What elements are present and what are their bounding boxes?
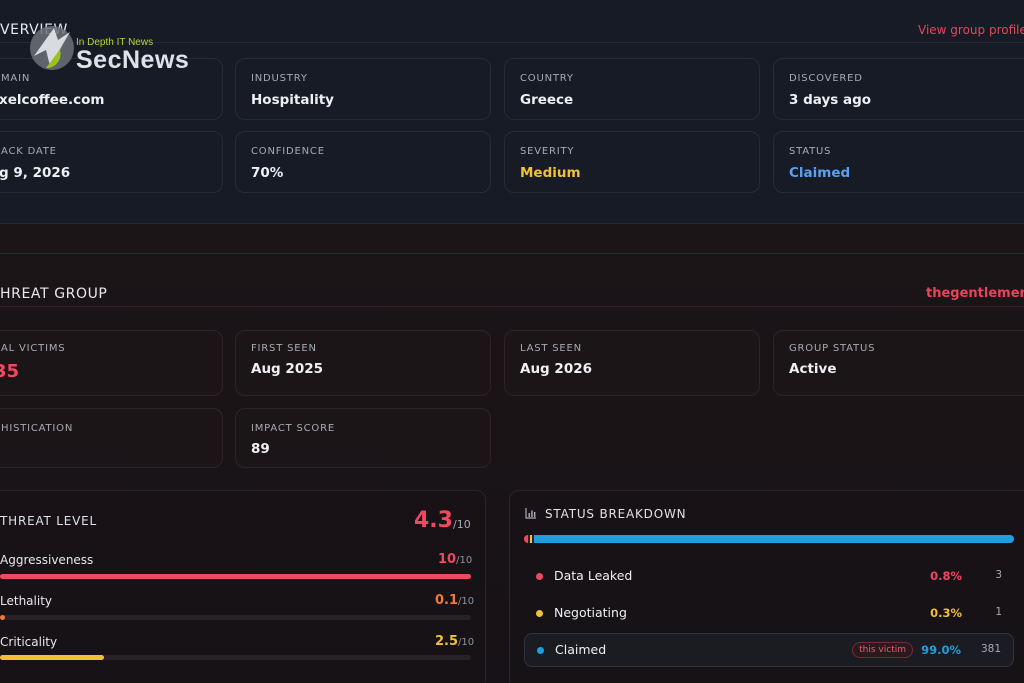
group-name-label: thegentlemen	[926, 286, 1024, 301]
metric-max: /10	[458, 596, 475, 607]
metric-value-aggressiveness: 10/10	[438, 552, 472, 567]
metric-track-lethality	[0, 615, 471, 620]
status-label: Data Leaked	[554, 568, 633, 583]
card-label: FIRST SEEN	[251, 343, 317, 354]
card-label: SEVERITY	[520, 146, 575, 157]
card-value: xelcoffee.com	[0, 92, 105, 108]
card-label: HISTICATION	[1, 423, 74, 434]
metric-label-lethality: Lethality	[0, 594, 52, 608]
overview-card-country: COUNTRY Greece	[504, 58, 760, 120]
threat-level-score: 4.3	[414, 508, 453, 533]
view-group-profile-link[interactable]: View group profile↗	[918, 23, 1024, 37]
logo-name: SecNews	[76, 46, 190, 74]
card-label: CONFIDENCE	[251, 146, 325, 157]
view-group-profile-label: View group profile	[918, 23, 1024, 37]
overview-card-confidence: CONFIDENCE 70%	[235, 131, 491, 193]
status-breakdown-title: STATUS BREAKDOWN	[545, 507, 687, 521]
status-count: 1	[995, 606, 1002, 618]
card-value: Greece	[520, 92, 574, 108]
overview-card-severity: SEVERITY Medium	[504, 131, 760, 193]
overview-divider	[0, 42, 1024, 43]
card-value: Active	[789, 361, 837, 377]
status-dot	[536, 573, 543, 580]
card-label: GROUP STATUS	[789, 343, 876, 354]
group-card-sophistication: HISTICATION	[0, 408, 223, 468]
threat-group-divider	[0, 306, 1024, 307]
card-label: LAST SEEN	[520, 343, 582, 354]
overview-card-domain: MAIN xelcoffee.com	[0, 58, 223, 120]
secnews-logo-icon	[30, 26, 74, 70]
group-card-impact-score: IMPACT SCORE 89	[235, 408, 491, 468]
status-count: 381	[980, 643, 1001, 655]
metric-fill-criticality	[0, 655, 104, 660]
status-label: Claimed	[555, 642, 607, 657]
card-label: STATUS	[789, 146, 832, 157]
card-value: Hospitality	[251, 92, 334, 108]
overview-card-status: STATUS Claimed	[773, 131, 1024, 193]
metric-value: 2.5	[435, 634, 459, 649]
status-dot	[537, 647, 544, 654]
card-label: AL VICTIMS	[1, 343, 66, 354]
card-value: 3 days ago	[789, 92, 872, 108]
overview-card-industry: INDUSTRY Hospitality	[235, 58, 491, 120]
card-label: COUNTRY	[520, 73, 574, 84]
card-value: Aug 2026	[520, 361, 592, 377]
metric-track-criticality	[0, 655, 471, 660]
card-label: IMPACT SCORE	[251, 423, 335, 434]
threat-level-title: THREAT LEVEL	[0, 514, 98, 528]
total-victims-value: 35	[0, 361, 20, 382]
status-bar-segment-data-leaked	[524, 535, 528, 543]
status-label: Negotiating	[554, 605, 627, 620]
metric-label-criticality: Criticality	[0, 635, 58, 649]
metric-value: 10	[438, 552, 457, 567]
group-name-link[interactable]: thegentlemen↗	[926, 286, 1024, 301]
metric-max: /10	[458, 637, 475, 648]
status-breakdown-bar	[524, 535, 1014, 543]
status-bar-segment-negotiating	[530, 535, 532, 543]
group-card-last-seen: LAST SEEN Aug 2026	[504, 330, 760, 396]
metric-fill-lethality	[0, 615, 5, 620]
group-card-first-seen: FIRST SEEN Aug 2025	[235, 330, 491, 396]
section-separator	[0, 253, 1024, 254]
status-percent: 0.8%	[930, 569, 962, 583]
threat-level-score-max: /10	[453, 518, 471, 531]
status-count: 3	[995, 569, 1002, 581]
threat-group-title: HREAT GROUP	[0, 286, 108, 302]
threat-level-panel	[0, 490, 486, 683]
card-label: ACK DATE	[1, 146, 57, 157]
logo-tagline: In Depth IT News	[76, 37, 154, 48]
card-value: Aug 2025	[251, 361, 323, 377]
card-label: MAIN	[1, 73, 31, 84]
card-value: 70%	[251, 165, 284, 181]
status-value: Claimed	[789, 165, 851, 181]
status-row-claimed: Claimed this victim 99.0% 381	[524, 633, 1014, 667]
overview-card-discovered: DISCOVERED 3 days ago	[773, 58, 1024, 120]
card-value: g 9, 2026	[0, 165, 71, 181]
status-dot	[536, 610, 543, 617]
metric-fill-aggressiveness	[0, 574, 471, 579]
card-value: 89	[251, 441, 270, 457]
metric-value: 0.1	[435, 593, 459, 608]
metric-label-aggressiveness: Aggressiveness	[0, 553, 94, 567]
status-bar-segment-claimed	[534, 535, 1014, 543]
group-card-total-victims: AL VICTIMS 35	[0, 330, 223, 396]
group-card-group-status: GROUP STATUS Active	[773, 330, 1024, 396]
severity-value: Medium	[520, 165, 581, 181]
overview-card-attack-date: ACK DATE g 9, 2026	[0, 131, 223, 193]
card-label: INDUSTRY	[251, 73, 308, 84]
metric-value-lethality: 0.1/10	[435, 593, 474, 608]
this-victim-badge: this victim	[852, 642, 913, 658]
secnews-logo	[24, 20, 234, 76]
metric-max: /10	[456, 555, 473, 566]
metric-value-criticality: 2.5/10	[435, 634, 474, 649]
bar-chart-icon	[525, 508, 536, 519]
metric-track-aggressiveness	[0, 574, 471, 579]
status-row-data-leaked: Data Leaked 0.8% 3	[524, 559, 1014, 593]
status-row-negotiating: Negotiating 0.3% 1	[524, 596, 1014, 630]
status-percent: 0.3%	[930, 606, 962, 620]
status-percent: 99.0%	[921, 643, 961, 657]
card-label: DISCOVERED	[789, 73, 863, 84]
